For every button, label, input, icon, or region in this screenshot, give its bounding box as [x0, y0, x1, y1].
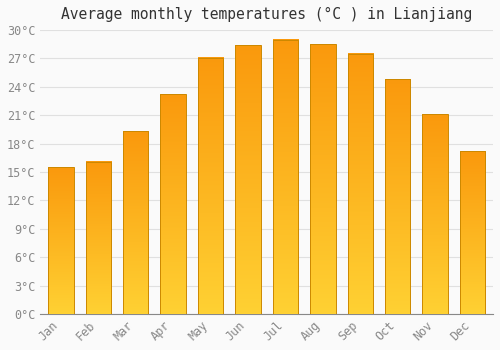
- Bar: [460, 151, 485, 314]
- Bar: [160, 94, 186, 314]
- Bar: [310, 44, 336, 314]
- Bar: [385, 79, 410, 314]
- Bar: [198, 57, 224, 314]
- Bar: [86, 162, 111, 314]
- Bar: [348, 54, 373, 314]
- Bar: [422, 114, 448, 314]
- Title: Average monthly temperatures (°C ) in Lianjiang: Average monthly temperatures (°C ) in Li…: [61, 7, 472, 22]
- Bar: [272, 40, 298, 314]
- Bar: [48, 167, 74, 314]
- Bar: [123, 131, 148, 314]
- Bar: [235, 45, 260, 314]
